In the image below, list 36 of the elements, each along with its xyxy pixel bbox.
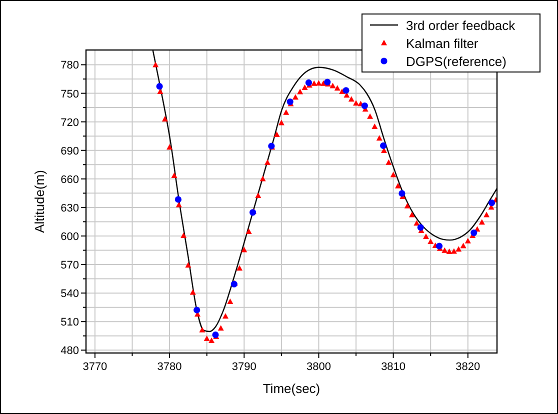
x-tick-label: 3800 (306, 361, 331, 373)
x-tick-label: 3810 (381, 361, 406, 373)
point (398, 190, 406, 197)
point (470, 229, 478, 236)
point (417, 224, 424, 231)
y-tick-label: 660 (60, 174, 79, 186)
point (324, 78, 331, 86)
point (286, 98, 294, 106)
legend-label: DGPS(reference) (406, 54, 506, 69)
x-tick-label: 3780 (157, 361, 182, 373)
y-tick-label: 720 (60, 116, 79, 129)
y-tick-label: 480 (60, 345, 79, 358)
point (436, 242, 443, 250)
legend-label: Kalman filter (406, 36, 479, 51)
point (380, 142, 387, 150)
y-tick-label: 690 (60, 145, 79, 158)
x-tick-label: 3790 (232, 361, 256, 373)
point (342, 87, 350, 94)
y-tick-label: 750 (60, 88, 79, 100)
legend-label: 3rd order feedback (406, 18, 516, 33)
y-axis-title: Altitude(m) (32, 170, 47, 233)
y-tick-label: 510 (60, 316, 79, 329)
point (361, 102, 368, 110)
y-tick-label: 600 (60, 230, 79, 243)
y-tick-label: 630 (60, 202, 79, 214)
y-tick-label: 570 (60, 260, 79, 272)
point (305, 79, 312, 86)
point (194, 306, 200, 314)
x-tick-label: 3770 (82, 361, 108, 373)
y-tick-label: 540 (60, 288, 79, 300)
y-tick-label: 780 (60, 60, 79, 72)
point (156, 83, 163, 90)
point (488, 199, 496, 206)
x-tick-label: 3820 (456, 361, 480, 373)
x-axis-title: Time(sec) (262, 381, 320, 396)
point (174, 196, 182, 203)
